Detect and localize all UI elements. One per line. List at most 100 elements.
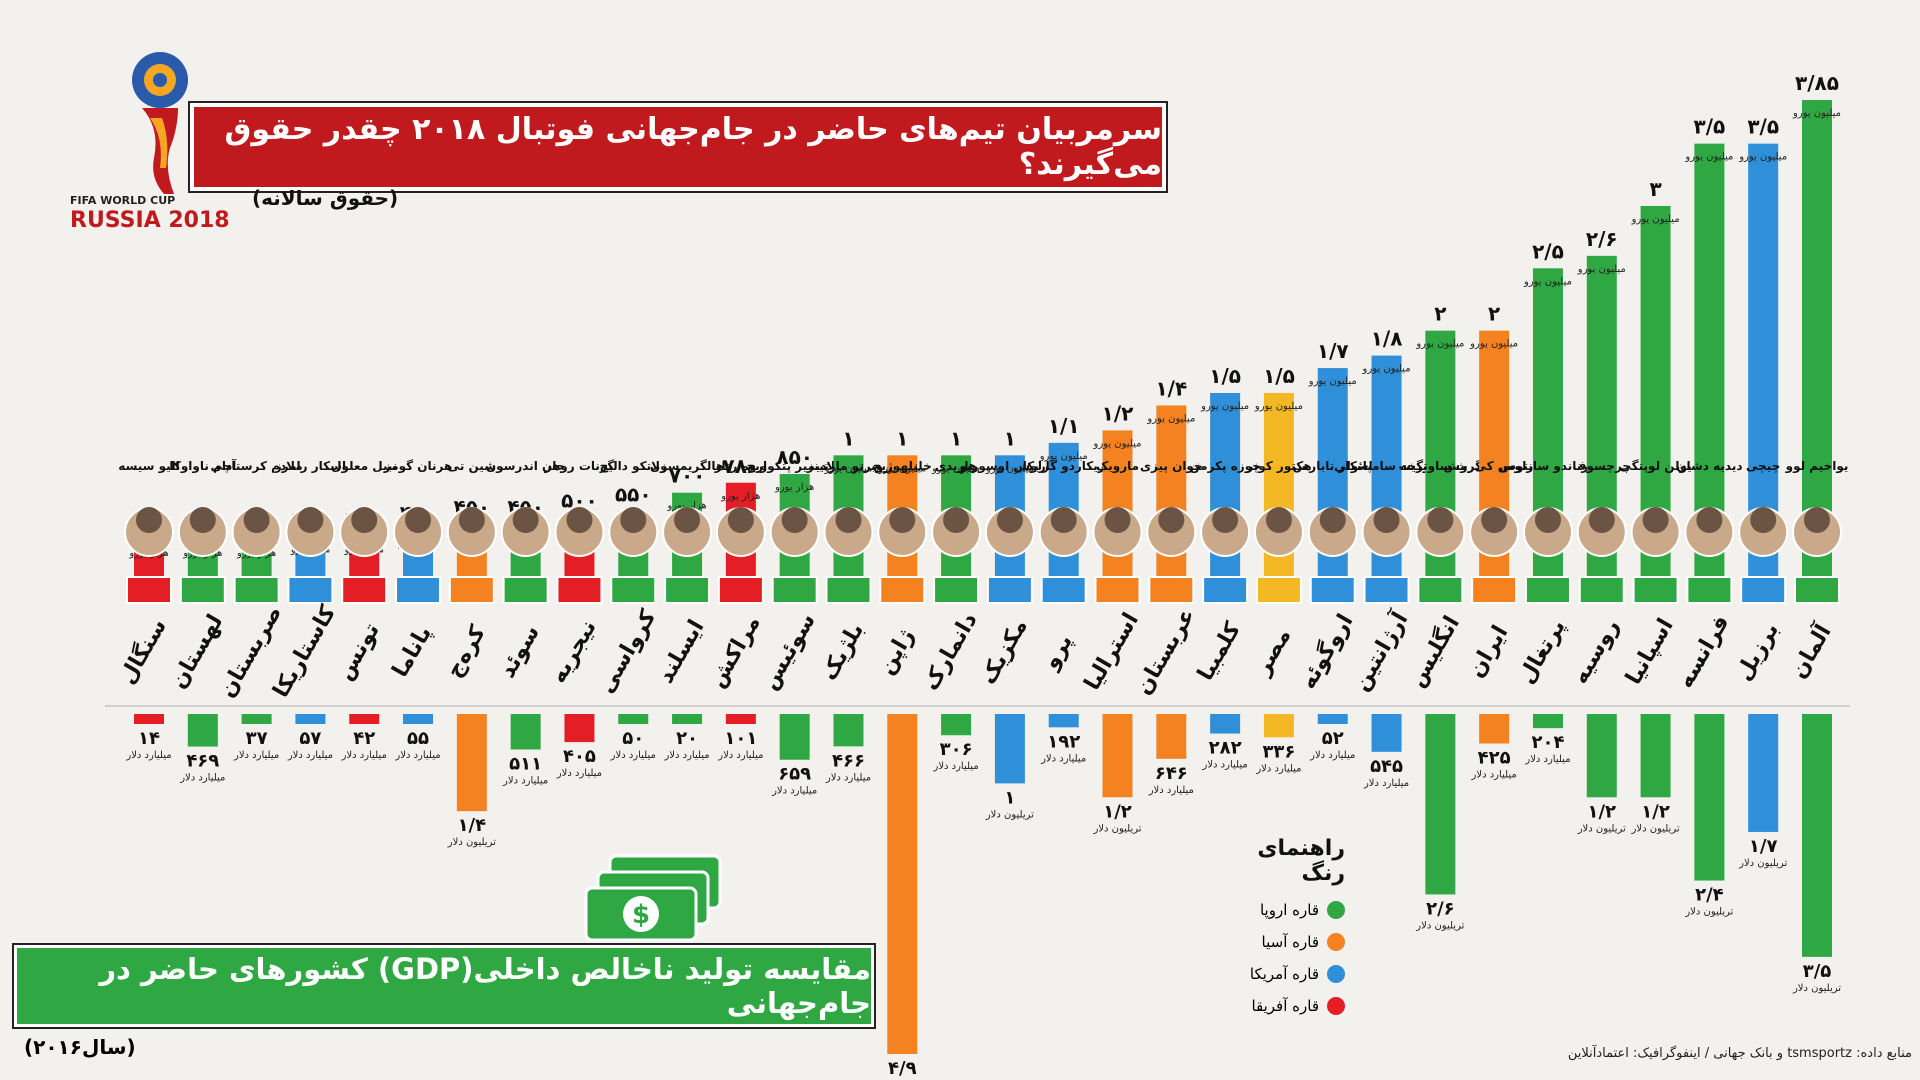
salary-value-label: ۲/۶ xyxy=(1586,227,1618,251)
salary-unit-label: میلیون یورو xyxy=(1200,401,1249,412)
coach-name-label: هالگریمسون xyxy=(650,459,724,474)
country-flag xyxy=(933,576,980,604)
coach-hair xyxy=(781,507,808,533)
coach-name-label: ملادم کرستاچی xyxy=(211,459,303,474)
salary-value-label: ۱/۵ xyxy=(1209,364,1241,388)
coach-hair xyxy=(1427,507,1454,533)
gdp-unit-label: تریلیون دلار xyxy=(1684,907,1733,918)
gdp-value-label: ۱ xyxy=(1004,787,1015,808)
color-legend: راهنمای رنگ قاره اروپا قاره آسیا قاره آم… xyxy=(1215,836,1345,1022)
country-label: کرواسی xyxy=(594,606,662,698)
country-label: نیجریه xyxy=(546,616,602,688)
salary-value-label: ۱/۸ xyxy=(1371,327,1403,351)
coach-hair xyxy=(1319,507,1346,533)
country-flag xyxy=(1686,576,1733,604)
chart-title: سرمربیان تیم‌های حاضر در جام‌جهانی فوتبا… xyxy=(190,103,1166,191)
salary-unit-label: میلیون یورو xyxy=(1362,364,1411,375)
coach-hair xyxy=(1481,507,1508,533)
coach-name-label: خوزه پکرمن xyxy=(1189,459,1261,474)
country-flag xyxy=(610,576,657,604)
legend-dot-europe xyxy=(1327,901,1345,919)
gdp-bar xyxy=(672,714,703,724)
gdp-value-label: ۱/۲ xyxy=(1641,801,1670,822)
source-note: منابع داده: tsmsportz و بانک جهانی / این… xyxy=(1567,1046,1912,1061)
salary-value-label: ۷۰۰ xyxy=(669,464,706,488)
coach-name-label: خوان پیزی xyxy=(1140,459,1203,474)
salary-bar xyxy=(1102,430,1133,580)
country-label: روسیه xyxy=(1568,615,1625,688)
gdp-value-label: ۴۰۵ xyxy=(563,746,596,767)
gdp-bar xyxy=(1586,714,1617,798)
country-flag xyxy=(986,576,1033,604)
gdp-value-label: ۴/۹ xyxy=(888,1058,917,1079)
country-label: ایسلند xyxy=(653,616,709,688)
salary-value-label: ۱ xyxy=(842,426,854,450)
salary-value-label: ۱/۷ xyxy=(1317,339,1349,363)
gdp-bar xyxy=(187,714,218,747)
gdp-unit-label: میلیارد دلار xyxy=(502,775,548,786)
country-label: عربستان xyxy=(1131,604,1200,699)
coach-hair xyxy=(458,507,485,533)
country-flag xyxy=(1578,576,1625,604)
salary-unit-label: میلیون یورو xyxy=(1469,339,1518,350)
country-label: سنگال xyxy=(113,614,172,689)
world-cup-logo: FIFA WORLD CUP RUSSIA 2018 xyxy=(60,48,260,238)
salary-unit-label: میلیون یورو xyxy=(1146,413,1195,424)
country-label: بلژیک xyxy=(817,619,870,685)
gdp-value-label: ۳۷ xyxy=(246,728,268,749)
gdp-bar xyxy=(1102,714,1133,798)
country-flag xyxy=(1040,576,1087,604)
gdp-value-label: ۲۰ xyxy=(676,728,698,749)
salary-value-label: ۳/۸۵ xyxy=(1795,71,1839,95)
country-flag xyxy=(664,576,711,604)
country-flag xyxy=(233,576,280,604)
coach-hair xyxy=(1588,507,1615,533)
gdp-bar xyxy=(349,714,380,724)
coach-name-label: روبرتو مارتینز xyxy=(806,459,890,474)
country-label: فرانسه xyxy=(1673,611,1734,692)
coach-hair xyxy=(889,507,916,533)
salary-unit-label: میلیون یورو xyxy=(1684,152,1733,163)
country-label: مصر xyxy=(1250,624,1297,680)
coach-hair xyxy=(943,507,970,533)
legend-label-americas: قاره آمریکا xyxy=(1249,965,1319,983)
coach-hair xyxy=(835,507,862,533)
salary-unit-label: میلیون یورو xyxy=(1308,376,1357,387)
logo-text-top: FIFA WORLD CUP xyxy=(70,194,176,207)
country-flag xyxy=(1202,576,1249,604)
coach-name-label: زلاتکو دالیچ xyxy=(600,459,667,474)
gdp-year: (سال۲۰۱۶) xyxy=(24,1035,136,1059)
gdp-bar xyxy=(564,714,595,743)
salary-unit-label: میلیون یورو xyxy=(877,463,926,474)
country-flag xyxy=(395,576,442,604)
gdp-bar xyxy=(1694,714,1725,881)
coach-hair xyxy=(727,507,754,533)
gdp-bar xyxy=(941,714,972,736)
gdp-value-label: ۱۹۲ xyxy=(1047,731,1080,752)
coach-hair xyxy=(512,507,539,533)
gdp-value-label: ۱۴ xyxy=(138,728,160,749)
salary-unit-label: میلیون یورو xyxy=(1523,276,1572,287)
coach-hair xyxy=(1212,507,1239,533)
coach-hair xyxy=(566,507,593,533)
coach-name-label: نبیل معلول xyxy=(331,459,397,474)
gdp-bar xyxy=(1479,714,1510,744)
gdp-unit-label: میلیارد دلار xyxy=(717,750,763,761)
gdp-unit-label: میلیارد دلار xyxy=(1524,754,1570,765)
gdp-unit-label: میلیارد دلار xyxy=(1363,778,1409,789)
gdp-value-label: ۱/۲ xyxy=(1103,801,1132,822)
gdp-bar xyxy=(1210,714,1241,734)
salary-unit-label: میلیون یورو xyxy=(1254,401,1303,412)
coach-name-label: چرچسوف xyxy=(1573,459,1631,474)
salary-bar xyxy=(1802,100,1832,580)
gdp-bar xyxy=(779,714,810,760)
coach-name-label: اسکار رامرز xyxy=(274,459,346,473)
gdp-value-label: ۲۰۴ xyxy=(1531,732,1564,753)
gdp-unit-label: تریلیون دلار xyxy=(1792,983,1841,994)
coach-hair xyxy=(243,507,270,533)
salary-unit-label: میلیون یورو xyxy=(1631,214,1680,225)
legend-item-europe: قاره اروپا xyxy=(1215,894,1345,926)
gdp-value-label: ۱/۴ xyxy=(458,815,487,836)
country-label: انگلیس xyxy=(1403,611,1465,692)
